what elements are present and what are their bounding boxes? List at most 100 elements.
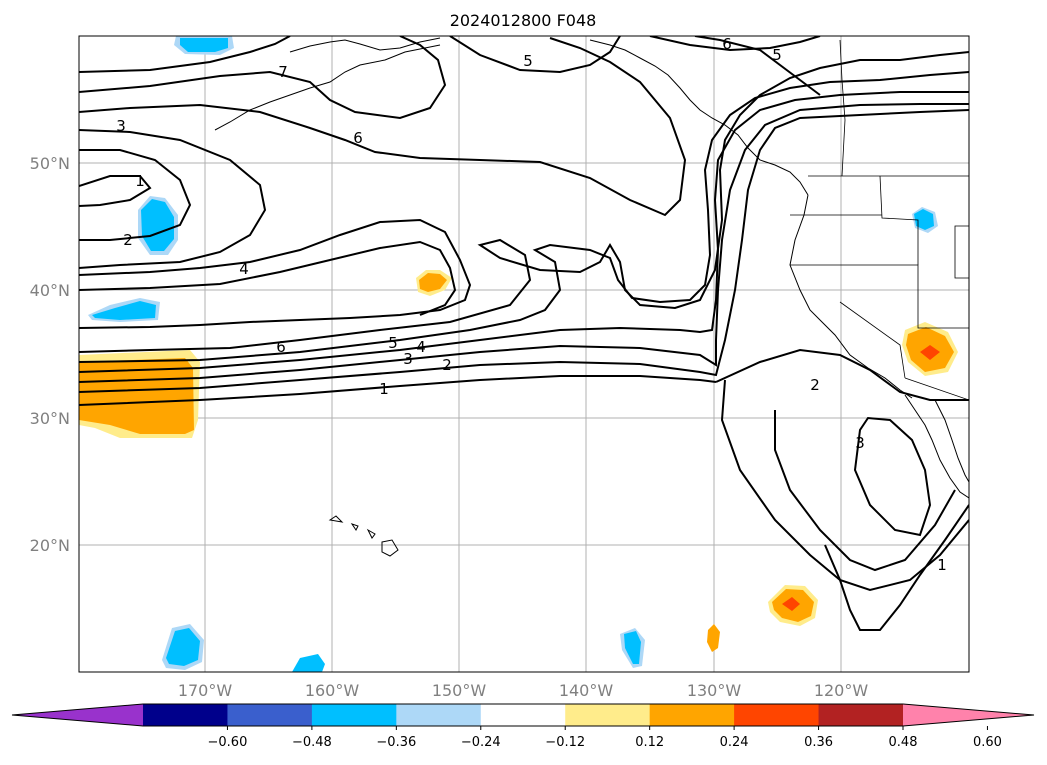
hawaii-islands	[328, 515, 399, 557]
lon-label: 170°W	[178, 681, 233, 700]
colorbar-outline	[11, 703, 1035, 727]
lat-labels: 50°N 40°N 30°N 20°N	[30, 154, 70, 555]
colorbar-tick-label: −0.36	[376, 735, 416, 750]
contour-label: 4	[239, 260, 249, 278]
contour-label: 3	[116, 117, 126, 135]
map-panel: 7 5 6 5 3 6 1 2 4 6 5 4 3 2 1 2 3 1	[79, 35, 969, 672]
colorbar-segment	[565, 704, 651, 726]
state-border-east	[954, 225, 969, 279]
contour-6	[79, 37, 687, 217]
contour-label: 7	[278, 63, 288, 81]
contour-4b	[79, 91, 969, 373]
contour-2	[79, 149, 192, 241]
lat-label: 20°N	[30, 536, 70, 555]
state-border-mid	[879, 175, 919, 265]
contour-1	[79, 175, 152, 207]
lon-label: 130°W	[687, 681, 742, 700]
colorbar-tick-label: −0.12	[545, 735, 585, 750]
us-west-coast	[789, 194, 913, 399]
shade-positive-east-core	[920, 345, 940, 360]
contour-label: 2	[810, 376, 820, 394]
graticule	[79, 36, 969, 672]
shade-negative-east	[914, 209, 934, 230]
lon-label: 150°W	[432, 681, 487, 700]
colorbar-segment	[818, 704, 904, 726]
contour-3	[79, 129, 267, 269]
lat-label: 50°N	[30, 154, 70, 173]
shade-negative-38n	[92, 301, 156, 320]
contour-3b	[79, 103, 969, 383]
contour-2b	[79, 109, 969, 393]
contour-label: 5	[772, 46, 782, 64]
contour-label: 6	[353, 129, 363, 147]
contour-1-east-lower	[824, 504, 969, 631]
colorbar-tick-label: 0.24	[720, 735, 749, 750]
colorbar-tick-label: −0.24	[461, 735, 501, 750]
contour-label: 3	[403, 350, 413, 368]
shade-positive-40n	[419, 273, 447, 292]
contour-label: 5	[523, 52, 533, 70]
shade-positive-west	[79, 358, 194, 434]
contour-6b	[79, 51, 969, 353]
colorbar: −0.60 −0.48 −0.36 −0.24 −0.12 0.12 0.24 0.36 0.4…	[11, 703, 1035, 750]
canada-province-border	[839, 39, 846, 177]
alaska-coast	[289, 37, 441, 53]
colorbar-segment	[649, 704, 735, 726]
contour-6-north	[649, 36, 821, 52]
contour-5b	[79, 71, 969, 363]
contour-label: 6	[276, 338, 286, 356]
bc-coast	[589, 39, 809, 196]
contour-label: 1	[937, 556, 947, 574]
map-title: 2024012800 F048	[450, 11, 597, 30]
colorbar-extend-high	[903, 704, 1034, 726]
contour-label: 1	[135, 172, 145, 190]
contour-7b	[79, 36, 447, 120]
california-border	[839, 301, 906, 379]
lat-label: 30°N	[30, 409, 70, 428]
contour-label: 2	[123, 231, 133, 249]
contours	[79, 36, 969, 631]
contour-3-east	[853, 416, 932, 537]
map-frame	[78, 35, 970, 673]
colorbar-segment	[227, 704, 313, 726]
lon-labels: 170°W 160°W 150°W 140°W 130°W 120°W	[178, 681, 869, 700]
contour-2-east-top	[715, 348, 969, 401]
colorbar-extend-low	[12, 704, 143, 726]
colorbar-tick-label: 0.36	[804, 735, 833, 750]
contour-label: 3	[855, 434, 865, 452]
colorbar-tick-label: 0.12	[635, 735, 664, 750]
contour-label: 1	[379, 380, 389, 398]
contour-label: 2	[442, 356, 452, 374]
shade-negative-south-2	[292, 654, 325, 672]
shade-positive-small	[707, 624, 720, 652]
baja-coast	[904, 394, 969, 499]
contour-label: 4	[416, 338, 426, 356]
shade-negative-south-3	[624, 631, 641, 664]
colorbar-tick-label: −0.48	[292, 735, 332, 750]
colorbar-segment	[396, 704, 482, 726]
colorbar-tick-label: −0.60	[208, 735, 248, 750]
colorbar-tick-label: 0.48	[889, 735, 918, 750]
lon-label: 160°W	[305, 681, 360, 700]
colorbar-segment	[143, 704, 228, 726]
contour-label: 5	[388, 334, 398, 352]
shade-negative-south-1	[166, 628, 200, 666]
contour-7	[79, 36, 291, 73]
mexico-coast	[934, 399, 969, 483]
lon-label: 140°W	[559, 681, 614, 700]
contour-4	[79, 218, 472, 329]
colorbar-segment	[480, 704, 566, 726]
us-mexico-border	[904, 377, 969, 401]
contour-label: 6	[722, 35, 732, 53]
colorbar-segment	[734, 704, 820, 726]
shade-positive-south-core	[782, 597, 800, 611]
shade-negative-west	[141, 199, 174, 251]
contour-labels: 7 5 6 5 3 6 1 2 4 6 5 4 3 2 1 2 3 1	[116, 35, 947, 574]
contour-1b	[79, 375, 717, 406]
colorbar-tick-label: 0.60	[973, 735, 1002, 750]
shade-negative-north	[180, 38, 228, 52]
lon-label: 120°W	[814, 681, 869, 700]
contour-5-north	[449, 36, 621, 74]
colorbar-segment	[311, 704, 397, 726]
